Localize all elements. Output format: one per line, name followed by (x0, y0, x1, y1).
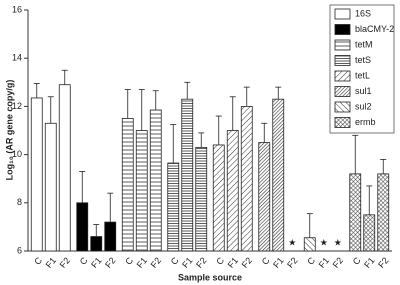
error-bar (107, 192, 114, 223)
bar (167, 162, 180, 252)
error-bar (198, 132, 205, 148)
bar (181, 98, 194, 252)
x-tick-label: F2 (103, 255, 117, 269)
x-tick-label: F1 (44, 255, 58, 269)
error-bar (33, 83, 40, 98)
missing-marker: ★ (320, 237, 328, 247)
error-bar (47, 96, 54, 124)
error-bar (79, 171, 86, 203)
legend-label: blaCMY-2 (355, 24, 394, 34)
legend-swatch (334, 55, 351, 66)
bar (104, 221, 117, 252)
x-tick-label: C (260, 255, 272, 267)
bar (135, 130, 148, 252)
error-bar (215, 115, 222, 145)
x-tick-label: F2 (194, 255, 208, 269)
legend-swatch (334, 39, 351, 51)
bar (212, 144, 225, 252)
x-tick-label: C (169, 255, 181, 267)
error-bar (380, 159, 387, 174)
legend: 16S blaCMY-2 tetM tetS tetL sul1 sul2 ermb (329, 4, 395, 134)
error-bar (275, 86, 282, 100)
bar (349, 173, 362, 252)
x-tick-label: C (305, 255, 317, 267)
x-axis-label: Sample source (178, 272, 242, 282)
error-bar (61, 69, 68, 85)
bar (58, 84, 71, 252)
legend-swatch (334, 70, 351, 82)
bar (363, 214, 376, 252)
bar (149, 109, 162, 252)
error-bar (138, 89, 145, 131)
x-tick-label: F2 (376, 255, 390, 269)
error-bar (170, 124, 177, 164)
x-tick-label: F2 (331, 255, 345, 269)
error-bar (229, 96, 236, 131)
y-axis-label: Log₁₀ (AR gene copy/g) (4, 80, 14, 181)
error-bar (124, 89, 131, 119)
y-tick-label: 12 (12, 101, 22, 111)
x-tick-label: C (351, 255, 363, 267)
legend-label: sul1 (355, 86, 372, 96)
error-bar (306, 213, 313, 238)
legend-swatch (334, 24, 351, 35)
x-tick-label: C (32, 255, 44, 267)
x-tick-label: F1 (135, 255, 149, 269)
bar (90, 236, 103, 252)
y-tick-label: 8 (17, 197, 22, 207)
legend-label: tetM (355, 39, 373, 49)
x-tick-label: F2 (58, 255, 72, 269)
error-bar (261, 122, 268, 143)
bar (30, 97, 43, 252)
x-tick-label: F1 (271, 255, 285, 269)
x-tick-label: F1 (180, 255, 194, 269)
bar (76, 202, 89, 252)
legend-label: ermb (355, 117, 376, 127)
x-tick-label: C (214, 255, 226, 267)
x-tick-label: C (123, 255, 135, 267)
legend-swatch (334, 117, 351, 128)
bar (195, 146, 208, 252)
x-tick-label: F1 (226, 255, 240, 269)
error-bar (366, 185, 373, 215)
missing-marker: ★ (288, 237, 296, 247)
legend-label: tetS (355, 55, 371, 65)
bar (44, 122, 57, 252)
legend-label: sul2 (355, 101, 372, 111)
bar (303, 237, 316, 252)
x-tick-label: F2 (285, 255, 299, 269)
bar (240, 106, 253, 252)
bar (272, 98, 285, 252)
legend-label: 16S (355, 8, 371, 18)
x-tick-label: F2 (240, 255, 254, 269)
legend-swatch (334, 86, 351, 97)
error-bar (352, 134, 359, 174)
missing-marker: ★ (334, 237, 342, 247)
bar (226, 130, 239, 252)
bar (258, 142, 271, 252)
x-tick-label: C (78, 255, 90, 267)
y-tick-label: 6 (17, 245, 22, 255)
bar (377, 173, 390, 252)
x-tick-label: F1 (362, 255, 376, 269)
error-bar (93, 224, 100, 237)
x-tick-label: F1 (89, 255, 103, 269)
error-bar (152, 90, 159, 111)
x-tick-label: F1 (317, 255, 331, 269)
y-tick-label: 10 (12, 149, 22, 159)
bar (121, 118, 134, 252)
x-tick-label: F2 (149, 255, 163, 269)
legend-swatch (334, 8, 351, 20)
legend-label: tetL (355, 70, 370, 80)
y-tick-label: 16 (12, 4, 22, 14)
legend-swatch (334, 101, 351, 113)
error-bar (184, 81, 191, 100)
error-bar (243, 86, 250, 107)
y-tick-label: 14 (12, 53, 22, 63)
